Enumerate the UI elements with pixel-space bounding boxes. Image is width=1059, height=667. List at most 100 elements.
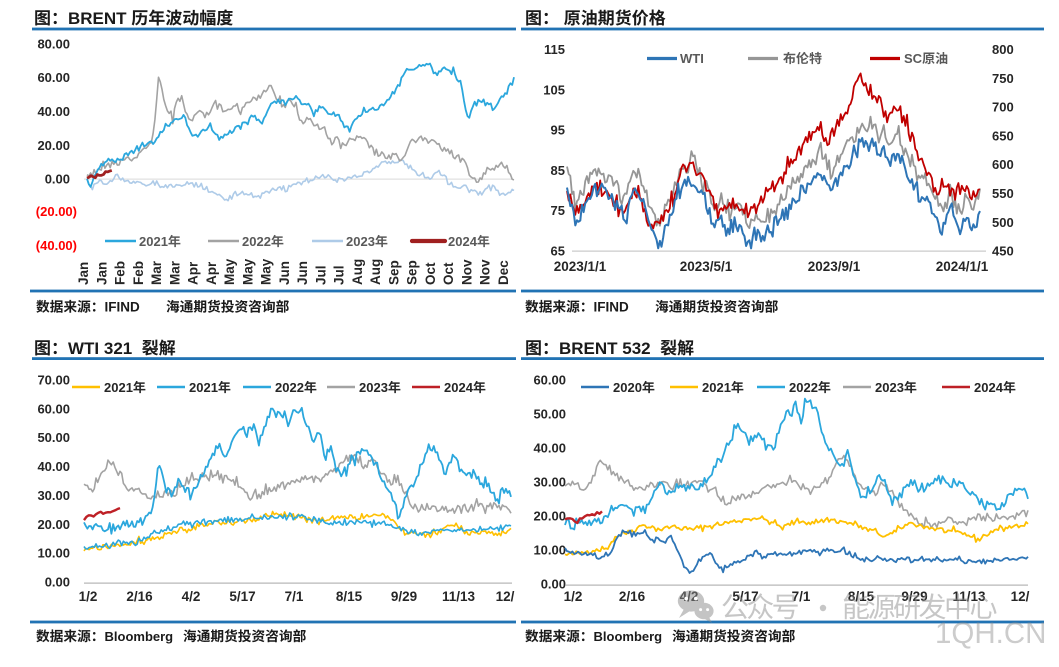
svg-text:600: 600 — [992, 157, 1014, 172]
svg-text:10.00: 10.00 — [533, 543, 566, 558]
svg-text:105: 105 — [543, 82, 565, 97]
svg-text:65: 65 — [551, 244, 565, 259]
svg-text:500: 500 — [992, 215, 1014, 230]
svg-text:0.00: 0.00 — [45, 575, 70, 590]
svg-text:1/2: 1/2 — [564, 589, 583, 604]
svg-text:2021: 2021 — [702, 380, 731, 395]
svg-text:2023/9/1: 2023/9/1 — [808, 259, 861, 274]
svg-text:2024/1/1: 2024/1/1 — [936, 259, 989, 274]
svg-text:2/16: 2/16 — [126, 589, 153, 604]
svg-text:Bloomberg: Bloomberg — [594, 629, 663, 644]
svg-text:85: 85 — [551, 163, 565, 178]
svg-text:Apr: Apr — [204, 261, 219, 285]
svg-text:2021: 2021 — [189, 380, 218, 395]
svg-text:Jun: Jun — [295, 261, 310, 285]
svg-text:11/13: 11/13 — [442, 589, 476, 604]
svg-text:20.00: 20.00 — [37, 138, 70, 153]
svg-text:2024: 2024 — [448, 234, 478, 249]
svg-text:80.00: 80.00 — [37, 37, 70, 52]
svg-text:Bloomberg: Bloomberg — [105, 629, 174, 644]
svg-text:5/17: 5/17 — [732, 589, 758, 604]
svg-text:750: 750 — [992, 71, 1014, 86]
svg-text:0.00: 0.00 — [541, 577, 566, 592]
svg-text:12/: 12/ — [496, 589, 515, 604]
svg-text:May: May — [222, 258, 237, 285]
svg-text:Mar: Mar — [149, 260, 164, 285]
svg-text:Sep: Sep — [405, 260, 420, 285]
svg-text:2023/1/1: 2023/1/1 — [554, 259, 607, 274]
svg-text:May: May — [259, 258, 274, 285]
svg-text:Nov: Nov — [460, 259, 475, 285]
svg-text:30.00: 30.00 — [37, 488, 70, 503]
svg-text:Feb: Feb — [113, 261, 128, 285]
svg-text:2022: 2022 — [789, 380, 818, 395]
svg-text:(20.00): (20.00) — [36, 204, 77, 219]
svg-text:1/2: 1/2 — [79, 589, 98, 604]
svg-text:12/: 12/ — [1011, 589, 1030, 604]
svg-text:700: 700 — [992, 100, 1014, 115]
svg-text:2023: 2023 — [346, 234, 375, 249]
svg-text:2024: 2024 — [974, 380, 1004, 395]
svg-text:8/15: 8/15 — [336, 589, 363, 604]
svg-text:5/17: 5/17 — [229, 589, 255, 604]
svg-text:2021: 2021 — [139, 234, 168, 249]
svg-text:Oct: Oct — [423, 262, 438, 285]
svg-text:9/29: 9/29 — [391, 589, 417, 604]
svg-text:Jul: Jul — [332, 265, 347, 285]
svg-text:30.00: 30.00 — [533, 475, 566, 490]
svg-text:0.00: 0.00 — [45, 172, 70, 187]
svg-text:WTI 321: WTI 321 — [68, 339, 132, 358]
svg-text:10.00: 10.00 — [37, 546, 70, 561]
svg-text:7/1: 7/1 — [285, 589, 304, 604]
svg-text:BRENT 532: BRENT 532 — [559, 339, 651, 358]
svg-text:2021: 2021 — [104, 380, 133, 395]
svg-text:60.00: 60.00 — [37, 70, 70, 85]
svg-text:SC: SC — [904, 51, 923, 66]
svg-text:2022: 2022 — [242, 234, 271, 249]
svg-text:40.00: 40.00 — [37, 104, 70, 119]
svg-text:40.00: 40.00 — [37, 459, 70, 474]
svg-text:IFIND: IFIND — [105, 300, 140, 315]
svg-text:2022: 2022 — [275, 380, 304, 395]
svg-text:WTI: WTI — [680, 51, 704, 66]
svg-text:BRENT: BRENT — [68, 9, 127, 28]
svg-text:40.00: 40.00 — [533, 441, 566, 456]
svg-text:(40.00): (40.00) — [36, 238, 77, 253]
svg-text:20.00: 20.00 — [533, 509, 566, 524]
svg-text:Jul: Jul — [313, 265, 328, 285]
svg-text:Aug: Aug — [350, 259, 365, 285]
svg-text:450: 450 — [992, 244, 1014, 259]
svg-text:2023/5/1: 2023/5/1 — [680, 259, 733, 274]
svg-text:IFIND: IFIND — [594, 300, 629, 315]
svg-text:Sep: Sep — [386, 260, 401, 285]
svg-text:60.00: 60.00 — [37, 401, 70, 416]
svg-text:800: 800 — [992, 42, 1014, 57]
svg-text:70.00: 70.00 — [37, 373, 70, 388]
svg-text:Nov: Nov — [478, 259, 493, 285]
svg-text:Feb: Feb — [131, 261, 146, 285]
svg-text:Dec: Dec — [496, 260, 511, 285]
svg-text:Mar: Mar — [167, 260, 182, 285]
svg-text:4/2: 4/2 — [182, 589, 201, 604]
svg-text:2024: 2024 — [444, 380, 474, 395]
svg-text:115: 115 — [544, 42, 565, 57]
svg-text:7/1: 7/1 — [792, 589, 811, 604]
svg-text:60.00: 60.00 — [533, 373, 566, 388]
svg-text:May: May — [240, 258, 255, 285]
svg-text:2023: 2023 — [359, 380, 388, 395]
svg-text:2020: 2020 — [613, 380, 642, 395]
svg-text:Apr: Apr — [186, 261, 201, 285]
svg-text:650: 650 — [992, 128, 1014, 143]
svg-text:Oct: Oct — [441, 262, 456, 285]
svg-text:95: 95 — [551, 123, 565, 138]
svg-text:20.00: 20.00 — [37, 517, 70, 532]
svg-text:50.00: 50.00 — [37, 430, 70, 445]
svg-text:Jan: Jan — [94, 262, 109, 285]
svg-text:2/16: 2/16 — [619, 589, 646, 604]
svg-text:550: 550 — [992, 186, 1014, 201]
svg-text:2023: 2023 — [875, 380, 904, 395]
svg-text:1QH.CN: 1QH.CN — [935, 617, 1046, 650]
svg-text:50.00: 50.00 — [533, 407, 566, 422]
svg-text:Jun: Jun — [277, 261, 292, 285]
svg-text:Jan: Jan — [76, 262, 91, 285]
